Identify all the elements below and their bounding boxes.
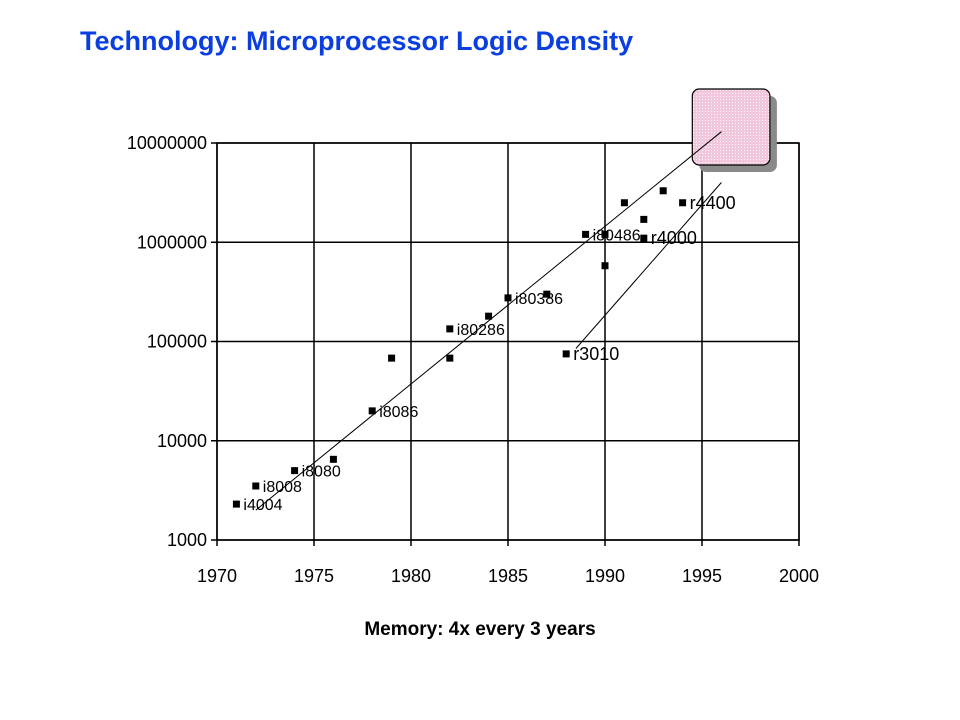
data-point xyxy=(659,187,667,195)
data-point xyxy=(368,407,376,415)
data-point xyxy=(446,354,454,362)
data-point xyxy=(640,234,648,242)
data-point xyxy=(640,215,648,223)
chart-title: Technology: Microprocessor Logic Density xyxy=(80,26,634,56)
point-label: i8086 xyxy=(379,404,418,421)
data-point xyxy=(232,500,240,508)
trend-line xyxy=(255,131,722,511)
point-label: r4000 xyxy=(651,228,697,248)
point-label: i80386 xyxy=(515,291,563,308)
data-point xyxy=(446,325,454,333)
x-tick-label: 1970 xyxy=(197,566,237,586)
x-tick-label: 1975 xyxy=(294,566,334,586)
point-label: i4004 xyxy=(243,497,282,514)
data-point xyxy=(252,482,260,490)
data-point xyxy=(485,312,493,320)
y-tick-label: 10000 xyxy=(157,431,207,451)
highlight-box xyxy=(691,88,771,166)
y-tick-label: 100000 xyxy=(147,332,207,352)
data-point xyxy=(562,350,570,358)
y-tick-label: 10000000 xyxy=(127,133,207,153)
y-tick-label: 1000 xyxy=(167,530,207,550)
point-label: i8080 xyxy=(302,464,341,481)
x-tick-label: 1980 xyxy=(391,566,431,586)
point-label: i80486 xyxy=(593,227,641,244)
y-tick-label: 1000000 xyxy=(137,232,207,252)
x-tick-label: 1995 xyxy=(682,566,722,586)
data-point xyxy=(582,230,590,238)
x-tick-label: 1990 xyxy=(585,566,625,586)
data-point xyxy=(504,294,512,302)
x-tick-label: 2000 xyxy=(779,566,819,586)
data-point xyxy=(601,262,609,270)
data-point xyxy=(679,199,687,207)
trend-line xyxy=(575,182,722,349)
point-label: r3010 xyxy=(573,344,619,364)
data-point xyxy=(329,455,337,463)
point-label: r4400 xyxy=(690,193,736,213)
point-label: i8008 xyxy=(263,479,302,496)
data-point xyxy=(291,467,299,475)
x-tick-label: 1985 xyxy=(488,566,528,586)
point-label: i80286 xyxy=(457,322,505,339)
data-point xyxy=(388,354,396,362)
data-point xyxy=(601,230,609,238)
data-point xyxy=(543,290,551,298)
chart-caption: Memory: 4x every 3 years xyxy=(364,619,596,640)
data-point xyxy=(620,199,628,207)
